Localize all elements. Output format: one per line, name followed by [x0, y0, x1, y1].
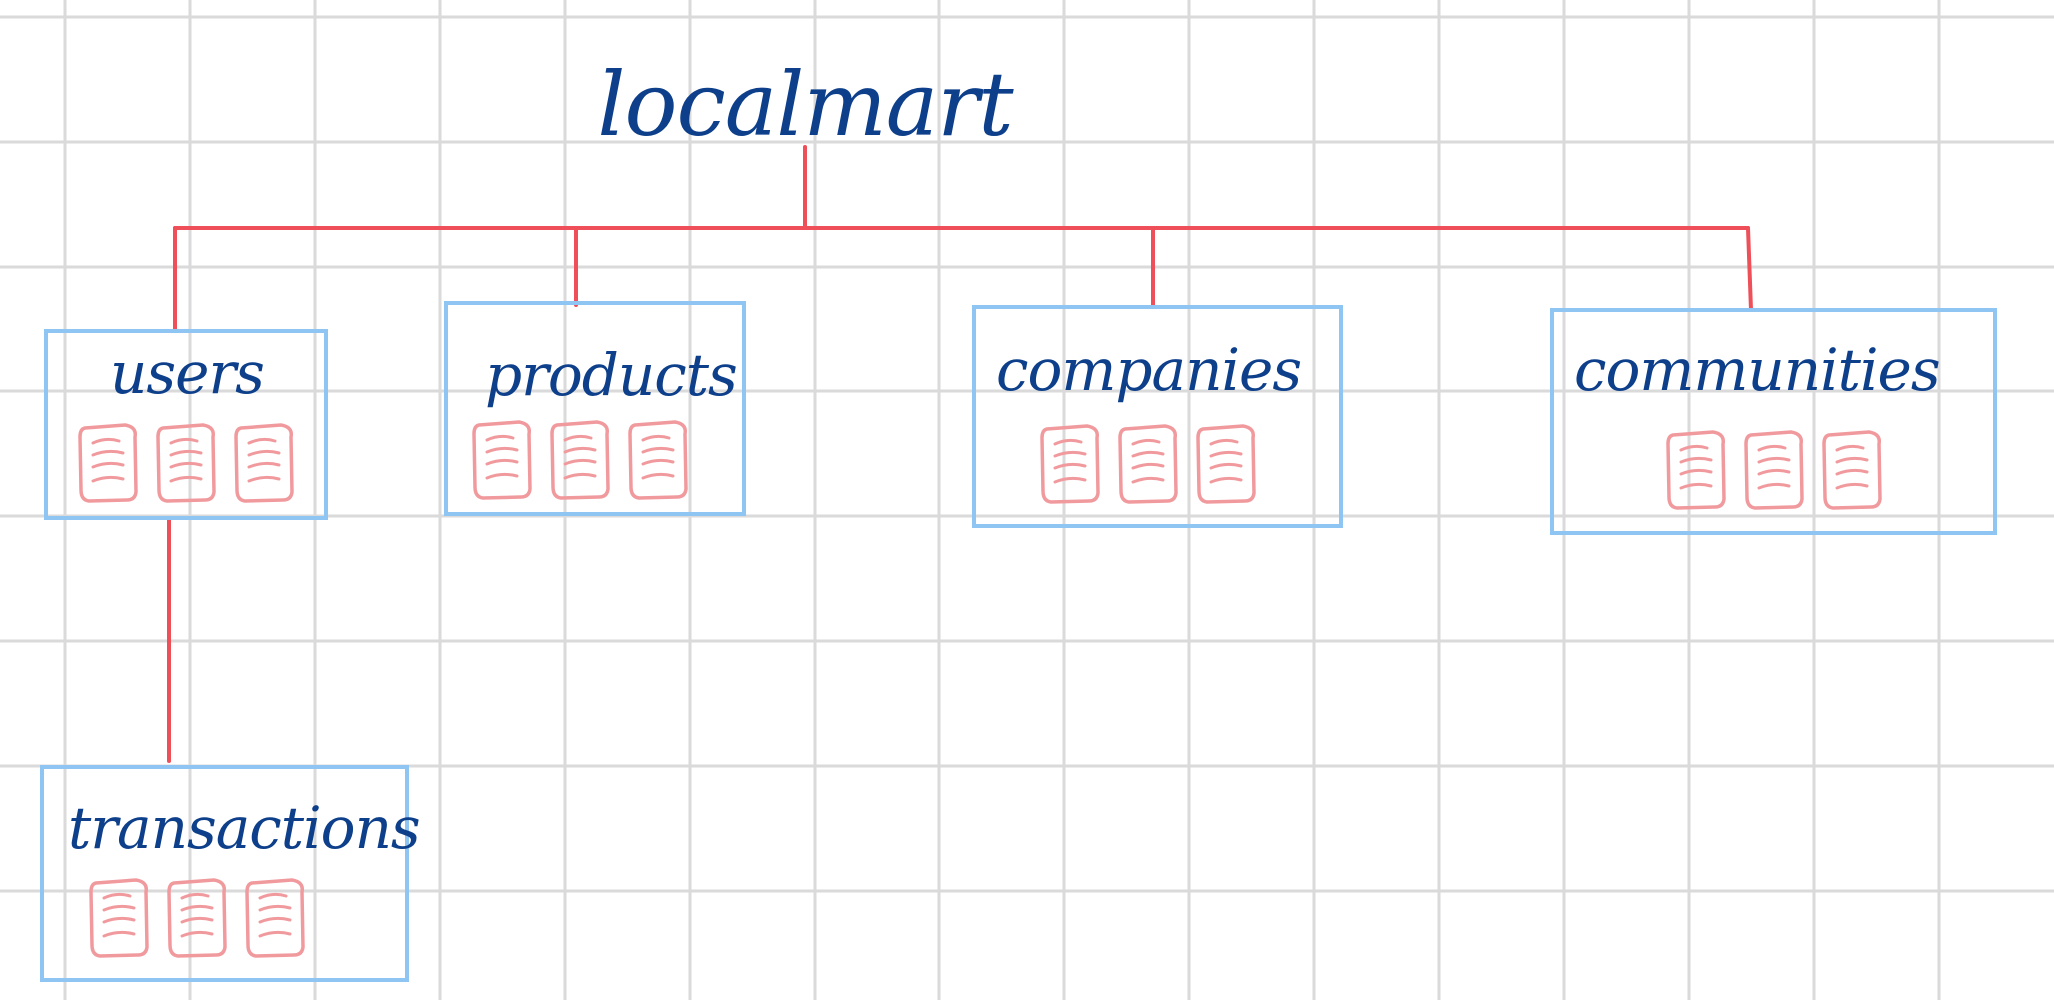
- node-products: products: [444, 301, 746, 516]
- document-icon: [167, 878, 227, 958]
- document-icon: [156, 423, 216, 503]
- node-box: [40, 765, 409, 982]
- document-icon: [550, 420, 610, 500]
- document-icon: [1196, 424, 1256, 504]
- node-label: companies: [996, 336, 1301, 404]
- node-box: [972, 305, 1343, 528]
- connector-communities: [1746, 226, 1753, 312]
- node-box: [444, 301, 746, 516]
- document-icon: [472, 420, 532, 500]
- document-stack: [472, 420, 688, 500]
- document-icon: [78, 423, 138, 503]
- node-label: users: [110, 339, 264, 407]
- node-transactions: transactions: [40, 765, 421, 982]
- node-users: users: [44, 329, 328, 520]
- document-icon: [1118, 424, 1178, 504]
- node-label: transactions: [68, 794, 420, 862]
- document-stack: [78, 423, 294, 503]
- root-title: localmart: [597, 53, 1014, 156]
- document-icon: [1666, 430, 1726, 510]
- node-communities: communities: [1550, 308, 1997, 535]
- document-icon: [89, 878, 149, 958]
- document-stack: [89, 878, 305, 958]
- document-stack: [1666, 430, 1882, 510]
- document-icon: [245, 878, 305, 958]
- node-box: [44, 329, 328, 520]
- document-stack: [1040, 424, 1256, 504]
- node-label: communities: [1574, 336, 1940, 404]
- document-icon: [1040, 424, 1100, 504]
- connectors: [167, 145, 1753, 763]
- node-label: products: [485, 341, 737, 409]
- document-icon: [628, 420, 688, 500]
- document-icon: [1822, 430, 1882, 510]
- node-box: [1550, 308, 1997, 535]
- document-icon: [234, 423, 294, 503]
- document-icon: [1744, 430, 1804, 510]
- node-companies: companies: [972, 305, 1343, 528]
